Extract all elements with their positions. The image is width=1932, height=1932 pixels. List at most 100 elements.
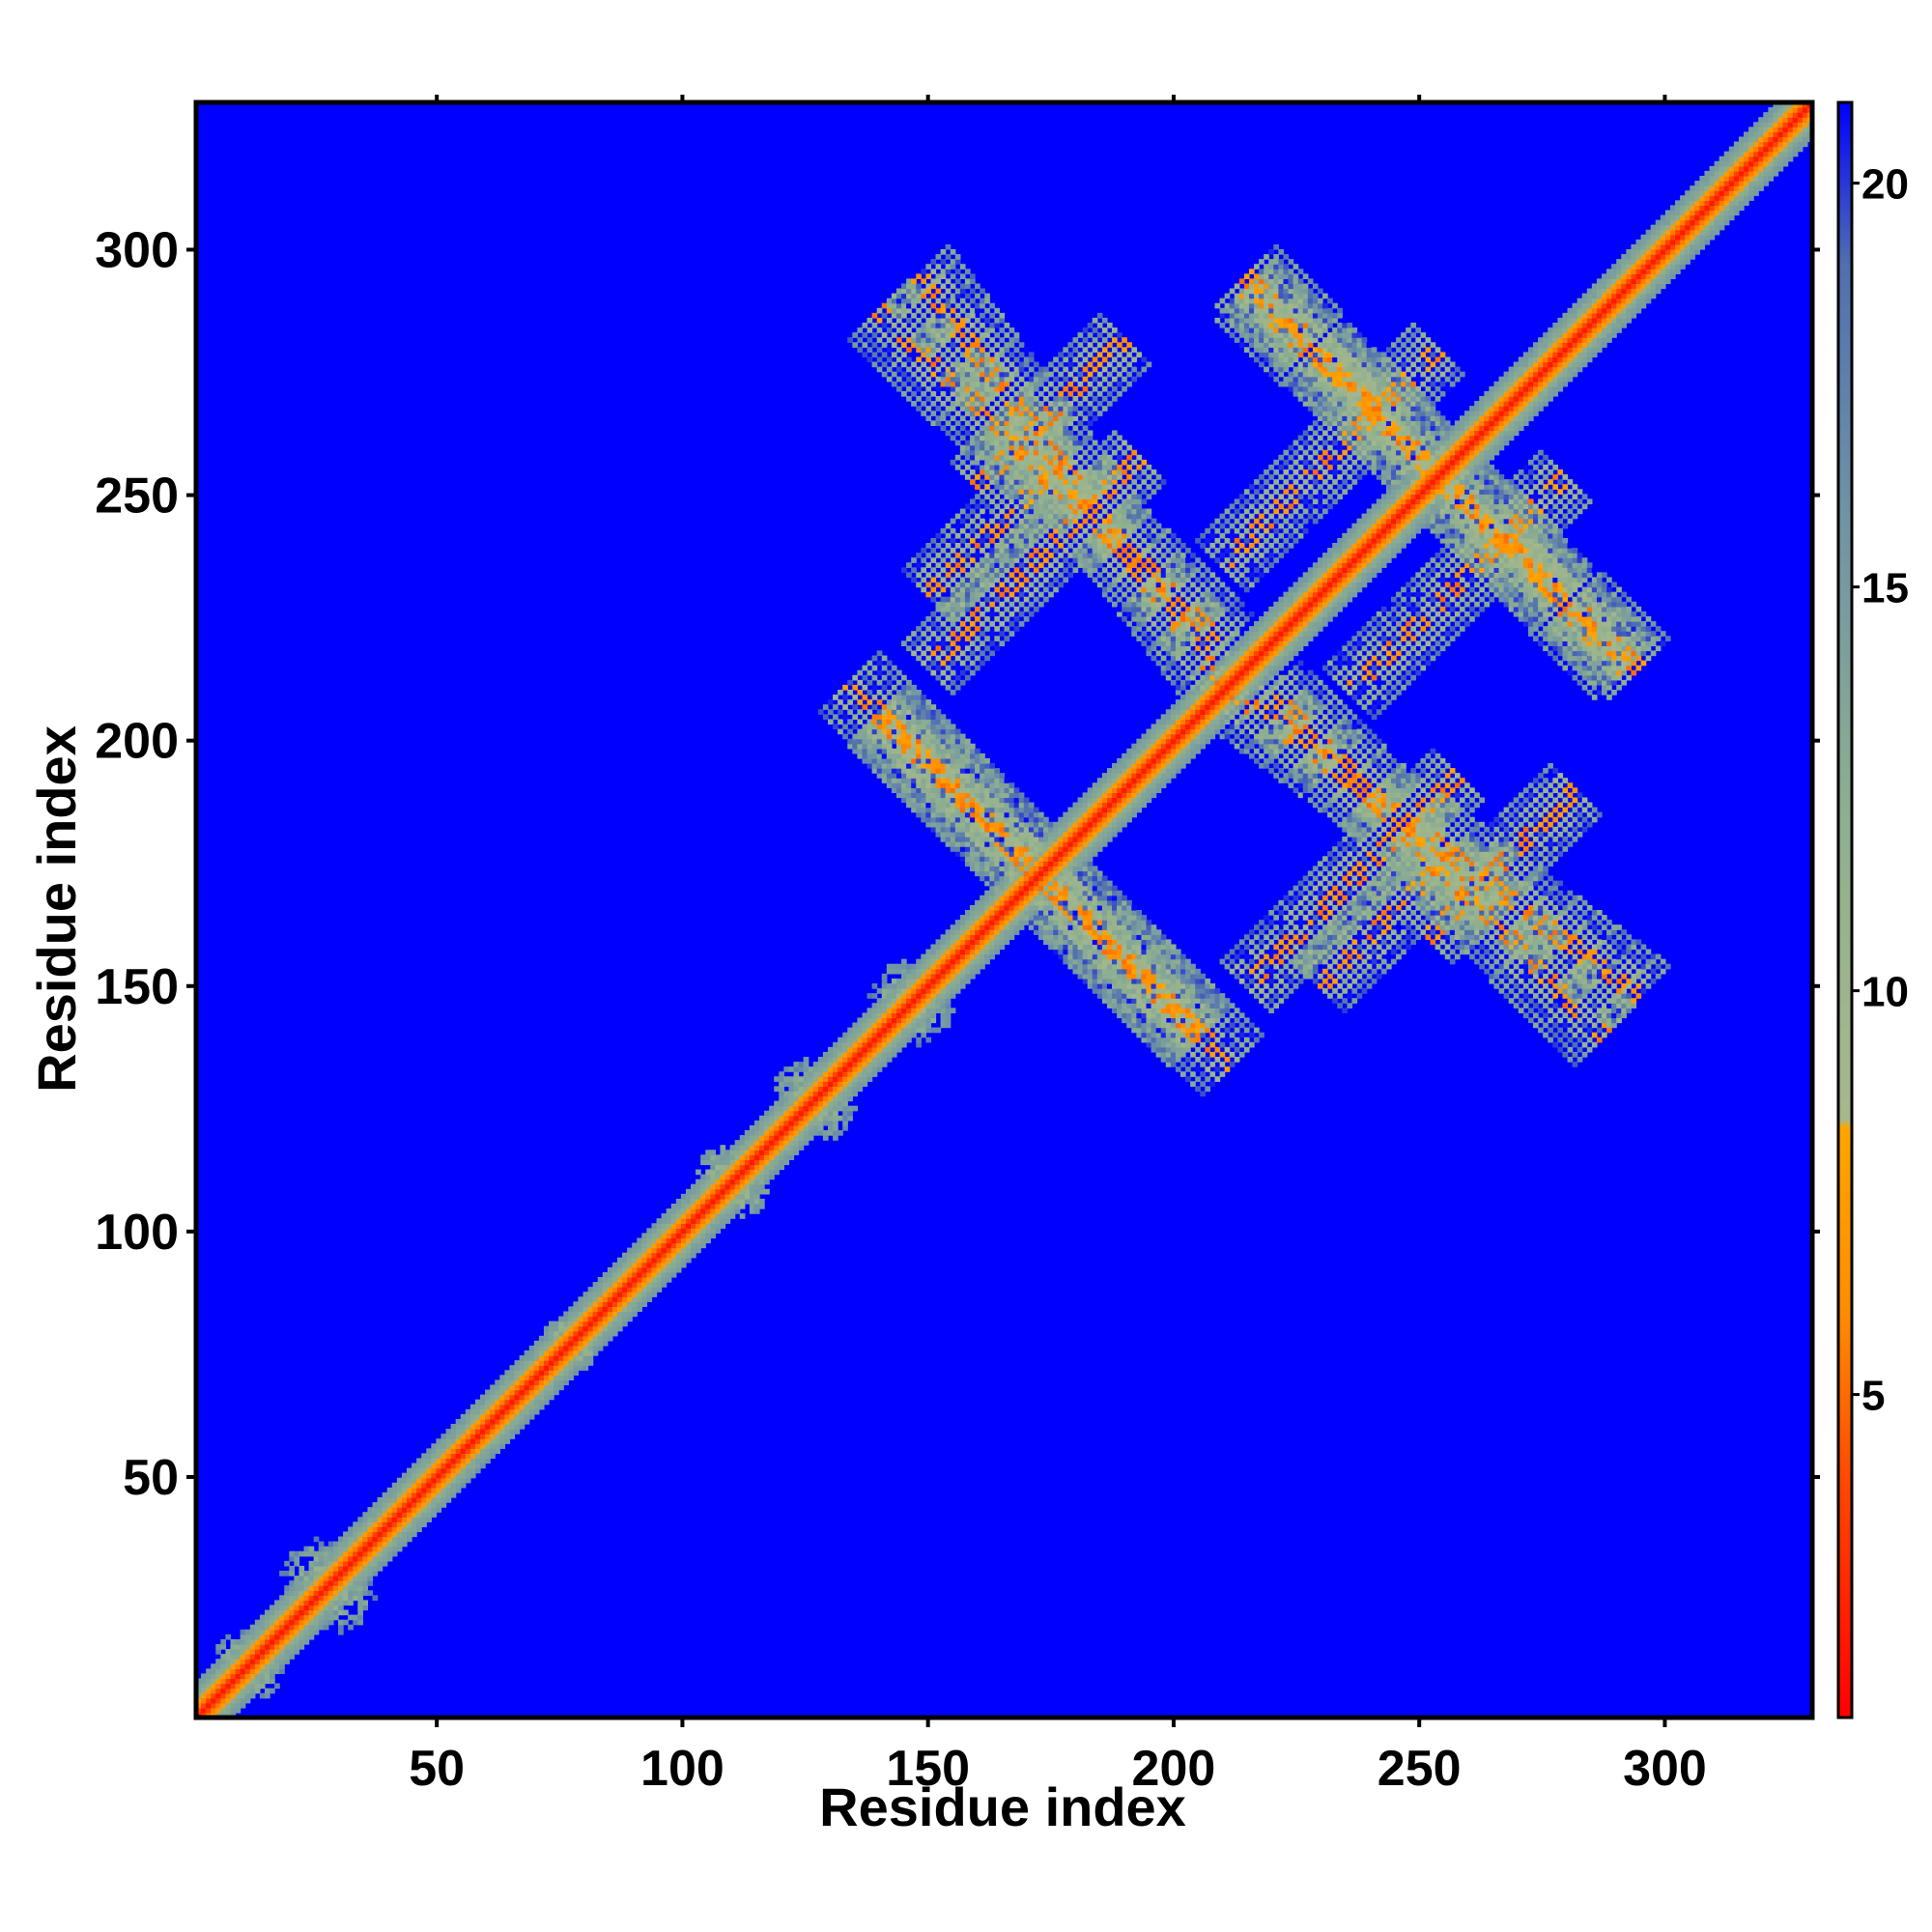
heatmap-cell xyxy=(367,1546,374,1552)
heatmap-cell xyxy=(970,288,976,295)
heatmap-cell xyxy=(925,763,932,769)
heatmap-cell xyxy=(597,1311,604,1318)
heatmap-cell xyxy=(984,626,990,632)
heatmap-cell xyxy=(895,690,902,696)
heatmap-cell xyxy=(916,753,922,759)
heatmap-cell xyxy=(538,1340,545,1347)
heatmap-cell xyxy=(959,837,966,842)
heatmap-cell xyxy=(436,1482,442,1489)
heatmap-cell xyxy=(980,763,985,769)
heatmap-cell xyxy=(940,787,947,793)
heatmap-cell xyxy=(838,1041,843,1048)
heatmap-cell xyxy=(386,1502,393,1508)
heatmap-cell xyxy=(1023,548,1030,554)
heatmap-cell xyxy=(930,811,937,818)
heatmap-cell xyxy=(490,1429,496,1435)
heatmap-cell xyxy=(901,342,907,348)
heatmap-cell xyxy=(396,1546,403,1552)
heatmap-cell xyxy=(935,616,942,622)
heatmap-cell xyxy=(769,1140,775,1146)
heatmap-cell xyxy=(1023,356,1030,363)
heatmap-cell xyxy=(362,1590,369,1596)
heatmap-cell xyxy=(812,1095,819,1102)
heatmap-cell xyxy=(945,968,952,975)
heatmap-cell xyxy=(959,826,966,833)
heatmap-cell xyxy=(377,1512,384,1518)
heatmap-cell xyxy=(308,1585,315,1591)
heatmap-cell xyxy=(343,1619,349,1626)
heatmap-cell xyxy=(833,1105,838,1112)
heatmap-cell xyxy=(1009,837,1015,842)
heatmap-cell xyxy=(474,1399,481,1406)
heatmap-cell xyxy=(881,1027,888,1034)
heatmap-cell xyxy=(935,743,942,750)
heatmap-cell xyxy=(538,1379,545,1386)
heatmap-cell xyxy=(279,1668,285,1674)
heatmap-cell xyxy=(597,1277,604,1283)
heatmap-cell xyxy=(867,669,873,676)
heatmap-cell xyxy=(876,724,883,730)
heatmap-cell xyxy=(1028,406,1035,412)
heatmap-cell xyxy=(921,699,926,705)
heatmap-cell xyxy=(916,802,922,809)
heatmap-cell xyxy=(592,1350,599,1356)
heatmap-cell xyxy=(1013,899,1020,906)
heatmap-cell xyxy=(945,728,952,735)
heatmap-cell xyxy=(906,684,912,691)
heatmap-cell xyxy=(1018,915,1025,921)
heatmap-cell xyxy=(1023,390,1030,397)
heatmap-cell xyxy=(867,1017,873,1024)
heatmap-cell xyxy=(945,816,952,823)
heatmap-cell xyxy=(303,1585,310,1591)
heatmap-cell xyxy=(445,1463,452,1469)
heatmap-cell xyxy=(318,1605,325,1611)
heatmap-cell xyxy=(935,312,942,319)
heatmap-cell xyxy=(1028,356,1035,363)
heatmap-cell xyxy=(744,1174,751,1180)
heatmap-cell xyxy=(753,1174,760,1180)
heatmap-cell xyxy=(989,366,995,373)
heatmap-cell xyxy=(753,1145,760,1151)
heatmap-cell xyxy=(661,1242,668,1249)
heatmap-cell xyxy=(803,1120,810,1126)
heatmap-cell xyxy=(759,1120,765,1126)
heatmap-cell xyxy=(881,1057,888,1063)
heatmap-cell xyxy=(906,787,912,793)
heatmap-cell xyxy=(925,298,932,304)
heatmap-cell xyxy=(959,821,966,828)
heatmap-cell xyxy=(964,444,971,451)
heatmap-cell xyxy=(945,264,952,270)
heatmap-cell xyxy=(675,1198,682,1205)
heatmap-cell xyxy=(1048,939,1054,946)
heatmap-cell xyxy=(1028,390,1035,397)
heatmap-cell xyxy=(753,1159,760,1166)
heatmap-cell xyxy=(935,949,942,955)
heatmap-cell xyxy=(211,1668,216,1674)
heatmap-cell xyxy=(925,1037,932,1043)
heatmap-cell xyxy=(1028,532,1035,539)
heatmap-cell xyxy=(348,1555,354,1562)
heatmap-cell xyxy=(935,532,942,539)
heatmap-cell xyxy=(353,1590,358,1596)
heatmap-cell xyxy=(940,283,947,290)
heatmap-cell xyxy=(871,728,878,735)
heatmap-cell xyxy=(1009,494,1015,499)
heatmap-cell xyxy=(1018,523,1025,529)
heatmap-cell xyxy=(950,973,956,980)
heatmap-cell xyxy=(916,293,922,299)
heatmap-cell xyxy=(852,724,859,730)
heatmap-cell xyxy=(925,645,932,652)
heatmap-cell xyxy=(377,1550,384,1557)
heatmap-cell xyxy=(558,1345,564,1351)
heatmap-cell xyxy=(975,831,980,838)
heatmap-cell xyxy=(264,1634,270,1640)
heatmap-cell xyxy=(543,1384,550,1391)
heatmap-cell xyxy=(886,1017,893,1024)
heatmap-cell xyxy=(254,1624,261,1631)
heatmap-cell xyxy=(1004,347,1010,353)
heatmap-cell xyxy=(975,816,980,823)
heatmap-cell xyxy=(294,1609,300,1616)
heatmap-cell xyxy=(857,1071,864,1077)
heatmap-cell xyxy=(940,371,947,378)
heatmap-cell xyxy=(975,944,980,951)
